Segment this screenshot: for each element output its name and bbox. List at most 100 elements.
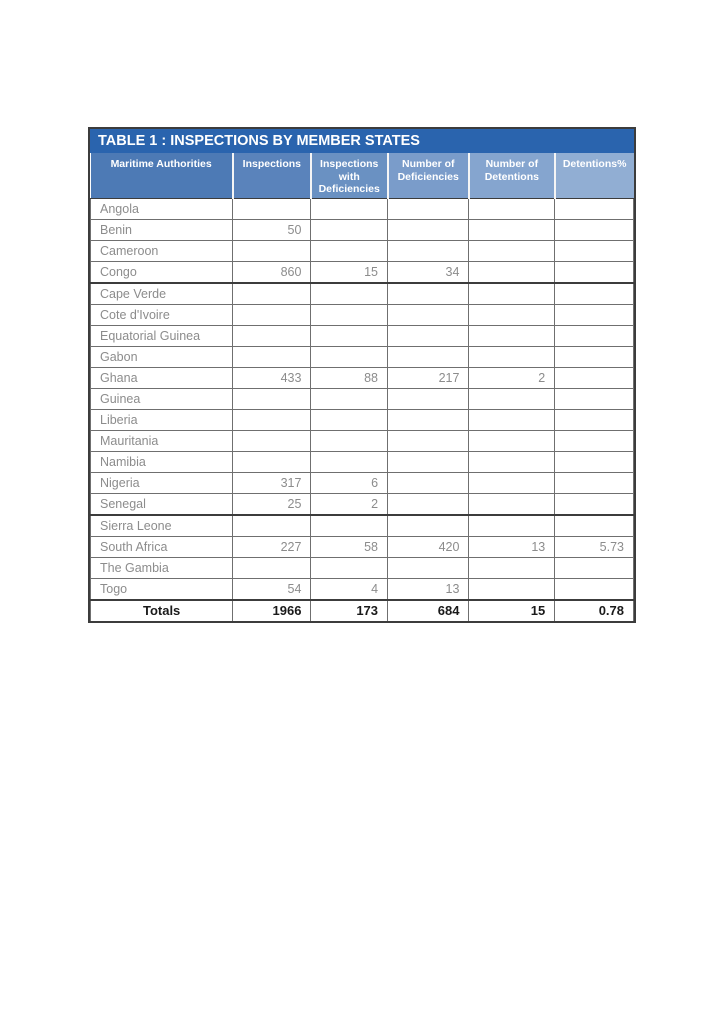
country-cell: Cote d'Ivoire [89,303,234,326]
value-cell [554,197,634,220]
value-cell [310,282,389,305]
totals-label: Totals [89,598,234,621]
table-row-cameroon: Cameroon [89,239,634,262]
value-cell [310,218,389,241]
value-cell [554,218,634,241]
totals-value-cell: 173 [310,598,389,621]
table-row-ghana: Ghana 433 88 217 2 [89,366,634,389]
value-cell [554,345,634,368]
table-row-gabon: Gabon [89,345,634,368]
country-cell: Ghana [89,366,234,389]
value-cell [468,218,556,241]
table-row-south-africa: South Africa 227 58 420 13 5.73 [89,535,634,558]
value-cell [554,260,634,284]
value-cell [468,387,556,410]
table-row-cape-verde: Cape Verde [89,282,634,305]
value-cell [310,429,389,452]
value-cell: 4 [310,577,389,600]
value-cell [468,408,556,431]
totals-row: Totals 1966 173 684 15 0.78 [89,598,634,621]
value-cell [468,282,556,305]
country-cell: The Gambia [89,556,234,579]
table-row-cote-d-ivoire: Cote d'Ivoire [89,303,634,326]
value-cell [554,408,634,431]
table-row-equatorial-guinea: Equatorial Guinea [89,324,634,347]
column-header-number-of-deficiencies: Number of Deficiencies [386,153,469,199]
value-cell [554,387,634,410]
value-cell [468,260,556,284]
value-cell [310,324,389,347]
value-cell [554,492,634,516]
table-row-nigeria: Nigeria 317 6 [89,471,634,494]
value-cell [310,197,389,220]
country-cell: Sierra Leone [89,514,234,537]
value-cell: 860 [232,260,312,284]
value-cell [310,514,389,537]
inspections-table: Maritime Authorities Inspections Inspectio… [89,153,634,621]
value-cell [387,429,470,452]
value-cell: 217 [387,366,470,389]
value-cell [232,408,312,431]
value-cell: 420 [387,535,470,558]
table-row-benin: Benin 50 [89,218,634,241]
country-cell: Guinea [89,387,234,410]
value-cell [554,514,634,537]
table-row-guinea: Guinea [89,387,634,410]
value-cell [468,429,556,452]
country-cell: Congo [89,260,234,284]
country-cell: Liberia [89,408,234,431]
value-cell [232,514,312,537]
value-cell [310,450,389,473]
value-cell [554,429,634,452]
value-cell: 433 [232,366,312,389]
table-row-senegal: Senegal 25 2 [89,492,634,516]
value-cell: 50 [232,218,312,241]
value-cell [310,556,389,579]
value-cell [387,282,470,305]
value-cell [310,408,389,431]
value-cell: 317 [232,471,312,494]
value-cell [387,218,470,241]
country-cell: South Africa [89,535,234,558]
value-cell: 2 [310,492,389,516]
value-cell [468,303,556,326]
value-cell [387,345,470,368]
table-row-togo: Togo 54 4 13 [89,577,634,600]
header-row: Maritime Authorities Inspections Inspectio… [90,153,634,199]
value-cell: 6 [310,471,389,494]
value-cell [554,471,634,494]
value-cell [468,345,556,368]
value-cell [387,408,470,431]
column-header-detentions: Detentions% [553,153,634,199]
country-cell: Namibia [89,450,234,473]
value-cell: 15 [310,260,389,284]
country-cell: Cape Verde [89,282,234,305]
value-cell [387,197,470,220]
value-cell [232,556,312,579]
value-cell [468,556,556,579]
totals-value-cell: 0.78 [554,598,634,621]
value-cell [554,303,634,326]
country-cell: Mauritania [89,429,234,452]
value-cell [554,577,634,600]
table-row-namibia: Namibia [89,450,634,473]
country-cell: Gabon [89,345,234,368]
value-cell [468,471,556,494]
column-header-maritime-authorities: Maritime Authorities [90,153,233,199]
value-cell [232,197,312,220]
value-cell [387,556,470,579]
value-cell [554,556,634,579]
value-cell [554,282,634,305]
country-cell: Togo [89,577,234,600]
value-cell [232,324,312,347]
value-cell [468,239,556,262]
value-cell [387,450,470,473]
value-cell [232,450,312,473]
value-cell: 34 [387,260,470,284]
column-header-inspections-with-deficiencies: Inspections with Deficiencies [309,153,388,199]
value-cell: 2 [468,366,556,389]
value-cell [554,366,634,389]
table-body: Angola Benin 50 Cameroon Congo 860 15 34 Cape Ve… [89,197,634,621]
value-cell [387,492,470,516]
value-cell [232,387,312,410]
